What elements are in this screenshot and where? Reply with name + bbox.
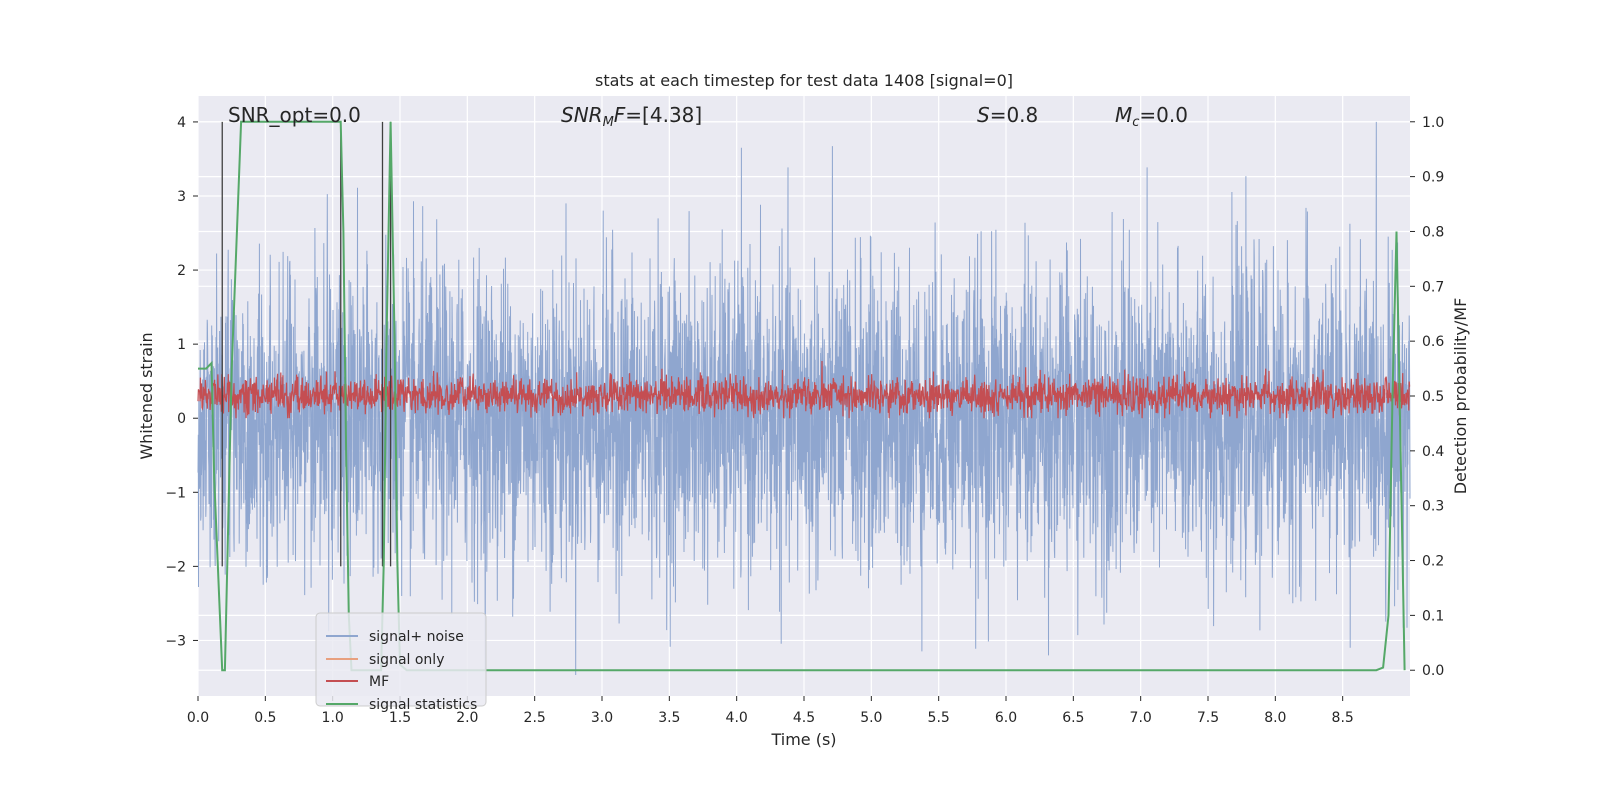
legend-label-mf: MF — [369, 674, 389, 690]
x-tick-label-2: 1.0 — [322, 710, 344, 726]
y2-tick-label-6: 0.4 — [1422, 444, 1444, 460]
y2-tick-label-0: 1.0 — [1422, 115, 1444, 131]
annotation-s: S=0.8 — [977, 103, 1038, 127]
y-axis-label: Whitened strain — [137, 332, 156, 459]
annotation-snr-opt: SNR_opt=0.0 — [228, 103, 361, 127]
x-tick-label-12: 6.0 — [995, 710, 1017, 726]
x-tick-label-0: 0.0 — [187, 710, 209, 726]
y-tick-label-4: 0 — [177, 411, 186, 427]
x-tick-label-9: 4.5 — [793, 710, 815, 726]
x-tick-label-8: 4.0 — [726, 710, 748, 726]
x-tick-label-5: 2.5 — [524, 710, 546, 726]
x-tick-label-7: 3.5 — [658, 710, 680, 726]
x-tick-label-14: 7.0 — [1130, 710, 1152, 726]
x-tick-label-10: 5.0 — [860, 710, 882, 726]
vertical-lines — [221, 121, 392, 567]
y2-tick-label-4: 0.6 — [1422, 334, 1444, 350]
y2-tick-label-9: 0.1 — [1422, 608, 1444, 624]
x-tick-label-16: 8.0 — [1264, 710, 1286, 726]
x-tick-label-1: 0.5 — [254, 710, 276, 726]
legend: signal+ noise signal only MF signal stat… — [315, 612, 487, 713]
y2-tick-label-3: 0.7 — [1422, 279, 1444, 295]
legend-label-signal-statistics: signal statistics — [369, 697, 477, 713]
y2-axis-label: Detection probability/MF — [1451, 298, 1470, 495]
legend-box — [315, 612, 487, 707]
annotation-snr-mf: SNRMF=[4.38] — [561, 103, 702, 130]
y-tick-label-2: 2 — [177, 263, 186, 279]
y-tick-label-1: 3 — [177, 189, 186, 205]
y-tick-label-3: 1 — [177, 337, 186, 353]
x-tick-label-17: 8.5 — [1332, 710, 1354, 726]
annotations: SNR_opt=0.0 SNRMF=[4.38] S=0.8 Mc=0.0 — [228, 103, 1188, 130]
y2-tick-label-5: 0.5 — [1422, 389, 1444, 405]
x-axis-ticks: 0.0 0.5 1.0 1.5 2.0 2.5 3.0 3.5 4.0 4.5 5.0 5.5 6.0 6… — [187, 696, 1354, 726]
y-axis-ticks: 4 3 2 1 0 −1 −2 −3 — [165, 115, 198, 649]
legend-label-signal-only: signal only — [369, 652, 444, 668]
y2-axis-ticks: 1.0 0.9 0.8 0.7 0.6 0.5 0.4 0.3 0.2 0.1 0.0 — [1410, 115, 1444, 679]
y-tick-label-6: −2 — [165, 559, 186, 575]
legend-label-signal-plus-noise: signal+ noise — [369, 629, 464, 645]
x-tick-label-6: 3.0 — [591, 710, 613, 726]
line-mf — [197, 360, 1411, 419]
x-tick-label-3: 1.5 — [389, 710, 411, 726]
y2-tick-label-1: 0.9 — [1422, 170, 1444, 186]
annotation-mc: Mc=0.0 — [1115, 103, 1188, 130]
y-tick-label-5: −1 — [165, 485, 186, 501]
line-signal-statistics — [198, 120, 1406, 672]
y2-tick-label-2: 0.8 — [1422, 224, 1444, 240]
x-tick-label-11: 5.5 — [928, 710, 950, 726]
y2-tick-label-10: 0.0 — [1422, 663, 1444, 679]
x-tick-label-13: 6.5 — [1062, 710, 1084, 726]
series-mf — [197, 360, 1411, 419]
chart-title: stats at each timestep for test data 140… — [595, 71, 1013, 90]
x-tick-label-4: 2.0 — [456, 710, 478, 726]
x-tick-label-15: 7.5 — [1197, 710, 1219, 726]
series-signal-statistics — [198, 120, 1406, 672]
y-tick-label-7: −3 — [165, 633, 186, 649]
y2-tick-label-8: 0.2 — [1422, 554, 1444, 570]
x-axis-label: Time (s) — [770, 730, 836, 749]
y-tick-label-0: 4 — [177, 115, 186, 131]
y2-tick-label-7: 0.3 — [1422, 499, 1444, 515]
